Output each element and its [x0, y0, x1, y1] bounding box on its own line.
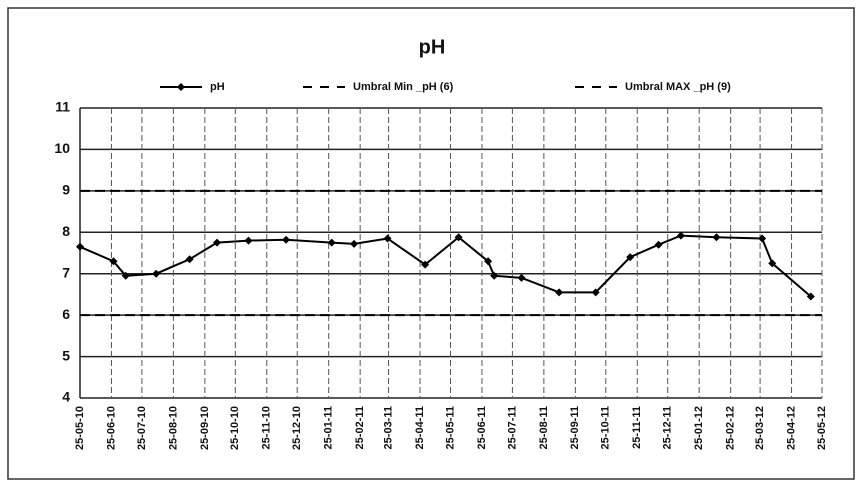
x-tick-label: 25-05-12 — [816, 406, 828, 450]
legend-label: Umbral MAX _pH (9) — [625, 81, 731, 93]
data-point — [712, 233, 721, 242]
x-tick-label: 25-07-10 — [136, 406, 148, 450]
x-tick-label: 25-03-12 — [754, 406, 766, 450]
x-tick-label: 25-11-11 — [631, 406, 643, 449]
x-tick-label: 25-06-11 — [476, 406, 488, 449]
x-tick-label: 25-03-11 — [382, 406, 394, 449]
x-tick-label: 25-02-12 — [725, 406, 737, 450]
data-point — [555, 288, 564, 297]
data-point — [121, 271, 130, 280]
y-tick-label: 10 — [54, 140, 70, 156]
data-point — [758, 234, 767, 243]
x-tick-label: 25-11-10 — [261, 406, 273, 449]
data-point — [152, 269, 161, 278]
data-point — [185, 255, 194, 264]
data-point — [768, 259, 777, 268]
x-tick-label: 25-12-11 — [662, 406, 674, 449]
y-tick-label: 11 — [55, 99, 70, 115]
x-tick-label: 25-05-11 — [444, 406, 456, 449]
x-tick-label: 25-02-11 — [354, 406, 366, 449]
x-tick-label: 25-08-11 — [538, 406, 550, 449]
x-tick-label: 25-09-10 — [199, 406, 211, 450]
legend-label: Umbral Min _pH (6) — [353, 81, 454, 93]
x-tick-label: 25-12-10 — [291, 406, 303, 450]
y-tick-label: 7 — [62, 264, 70, 280]
data-point — [626, 253, 635, 262]
x-tick-label: 25-04-11 — [414, 406, 426, 449]
x-tick-label: 25-04-12 — [785, 406, 797, 450]
y-tick-label: 5 — [62, 347, 70, 363]
x-tick-label: 25-01-12 — [693, 406, 705, 450]
x-tick-label: 25-09-11 — [569, 406, 581, 449]
data-point — [484, 257, 493, 266]
data-point — [454, 233, 463, 242]
chart-frame — [7, 7, 855, 480]
y-tick-label: 9 — [62, 182, 70, 198]
data-point — [213, 238, 222, 247]
x-tick-label: 25-06-10 — [105, 406, 117, 450]
chart-title: pH — [419, 36, 446, 58]
y-tick-label: 6 — [62, 306, 70, 322]
data-point — [109, 257, 118, 266]
data-point — [383, 234, 392, 243]
data-point — [350, 239, 359, 248]
x-tick-label: 25-10-11 — [600, 406, 612, 449]
x-tick-label: 25-01-11 — [323, 406, 335, 449]
y-tick-label: 4 — [62, 389, 70, 405]
x-tick-label: 25-10-10 — [229, 406, 241, 450]
data-point — [490, 271, 499, 280]
data-point — [76, 242, 84, 251]
data-point — [327, 238, 336, 247]
data-point — [676, 231, 685, 240]
data-point — [806, 292, 815, 301]
x-tick-label: 25-08-10 — [167, 406, 179, 450]
legend-marker — [177, 83, 185, 91]
y-tick-label: 8 — [62, 223, 70, 239]
data-point — [517, 273, 526, 282]
legend-label: pH — [210, 81, 225, 93]
x-tick-label: 25-07-11 — [506, 406, 518, 449]
data-point — [421, 260, 430, 269]
data-point — [654, 240, 663, 249]
data-point — [591, 288, 600, 297]
x-tick-label: 25-05-10 — [74, 406, 86, 450]
data-point — [282, 235, 291, 244]
data-point — [244, 236, 253, 245]
